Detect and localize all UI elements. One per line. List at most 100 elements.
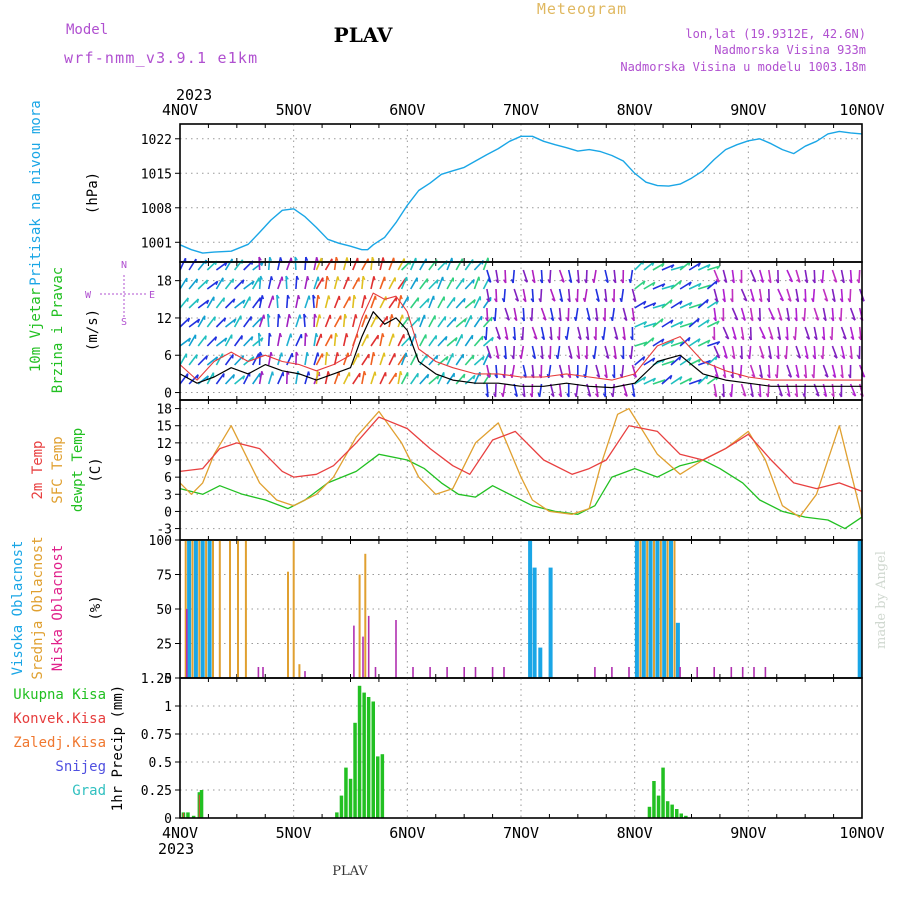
precip-legend-1: Konvek.Kisa: [13, 711, 106, 727]
wind-barb: [189, 279, 197, 289]
wind-unit: (m/s): [85, 309, 101, 351]
precip-total-bar: [186, 812, 190, 818]
wind-barb-head: [392, 314, 393, 318]
precip-legend-0: Ukupna Kisa: [13, 687, 106, 703]
y-tick-label: 1001: [141, 236, 172, 251]
cloud-mid-bar: [293, 540, 295, 678]
wind-barb-head: [428, 374, 429, 378]
y-tick-label: 1015: [141, 167, 172, 182]
y-tick-label: 0: [164, 505, 172, 520]
wind-barb: [344, 277, 349, 289]
wind-barb: [456, 334, 462, 346]
wind-barb: [484, 353, 490, 365]
wind-barb-head: [224, 374, 225, 378]
panel-frame-0: [180, 124, 862, 262]
wind-barb-head: [282, 277, 283, 281]
wind-barb: [859, 270, 860, 283]
wind-barb: [371, 257, 372, 270]
wind-barb-head: [206, 336, 207, 340]
wind-barb-head: [356, 314, 357, 318]
wind-barb-head: [282, 353, 283, 357]
cloud-low-bar: [696, 667, 698, 678]
y-tick-label: 100: [149, 534, 172, 549]
wind-barb-head: [364, 371, 365, 375]
wind-barb: [389, 373, 396, 384]
cloud-low-bar: [262, 667, 264, 678]
cloud-high-bar: [635, 540, 639, 678]
wind-barb: [456, 319, 466, 327]
wind-barb: [750, 346, 751, 359]
wind-barb-head: [262, 295, 263, 299]
cloud-high-bar: [655, 540, 659, 678]
date-tick-top-4: 8NOV: [617, 101, 653, 119]
wind-barb: [269, 276, 272, 289]
wind-barb-head: [242, 336, 243, 340]
wind-barb: [438, 372, 444, 384]
wind-barb: [180, 278, 187, 289]
wind-barb: [558, 346, 560, 359]
cloud-low-bar: [258, 667, 260, 678]
wind-barb-head: [393, 334, 394, 338]
wind-barb: [635, 281, 645, 289]
y-tick-label: 0: [164, 812, 172, 827]
cloud-low-bar: [304, 671, 306, 678]
wind-barb: [503, 384, 505, 397]
wind-barb-head: [309, 296, 310, 300]
y-tick-label: 15: [156, 420, 172, 435]
wind-barb: [465, 260, 473, 271]
wind-barb: [567, 327, 569, 340]
wind-axis-title-1: 10m Vjetar: [28, 288, 44, 372]
year-bottom: 2023: [158, 840, 194, 858]
cloud-low-bar: [446, 667, 448, 678]
wind-barb-head: [375, 372, 376, 376]
model-label: Model: [66, 22, 108, 38]
wind-barb: [316, 371, 317, 384]
cloud-mid-bar: [674, 540, 676, 678]
cloud-low-bar: [375, 667, 377, 678]
wind-barb: [180, 318, 189, 327]
precip-total-bar: [670, 805, 674, 818]
wind-barb-head: [224, 298, 225, 302]
lonlat-label: lon,lat (19.9312E, 42.6N): [685, 27, 866, 41]
wind-barb: [189, 355, 197, 365]
model-elevation-label: Nadmorska Visina u modelu 1003.18m: [620, 60, 866, 74]
wind-barb: [326, 335, 332, 347]
wind-barb: [278, 257, 281, 270]
y-tick-label: 6: [164, 471, 172, 486]
wind-barb: [296, 295, 299, 308]
wind-barb: [216, 338, 226, 346]
wind-barb-head: [455, 317, 456, 321]
wind-barb: [613, 384, 614, 397]
cloud-high-bar: [858, 540, 862, 678]
cloud-mid-bar: [287, 572, 289, 678]
cloud-low-bar: [353, 626, 355, 678]
wind-barb: [362, 371, 364, 384]
wind-barb: [269, 333, 270, 346]
wind-barb: [389, 297, 396, 308]
wind-barb: [226, 355, 234, 366]
wind-barb: [456, 374, 465, 384]
wind-barb: [689, 339, 700, 346]
wind-barb: [841, 308, 842, 321]
precip-total-bar: [344, 768, 348, 818]
y-tick-label: 0: [164, 387, 172, 402]
wind-barb-head: [349, 277, 350, 281]
cloud-mid-axis-title: Srednja Oblacnost: [30, 536, 46, 679]
wind-barb: [362, 295, 365, 308]
pressure-unit: (hPa): [85, 172, 101, 214]
wind-barb-head: [233, 279, 234, 283]
wind-barb-head: [407, 277, 408, 281]
wind-barb: [335, 276, 338, 289]
wind-barb-head: [385, 277, 386, 281]
wind-barb-head: [454, 297, 455, 301]
wind-barb: [180, 258, 186, 270]
y-tick-label: 12: [156, 312, 172, 327]
y-tick-label: 1022: [141, 133, 172, 148]
wind-barb: [622, 365, 623, 378]
wind-barb-head: [252, 337, 253, 341]
date-tick-bottom-2: 6NOV: [389, 824, 425, 842]
wind-barb-head: [425, 315, 426, 319]
wind-barb: [278, 314, 279, 327]
